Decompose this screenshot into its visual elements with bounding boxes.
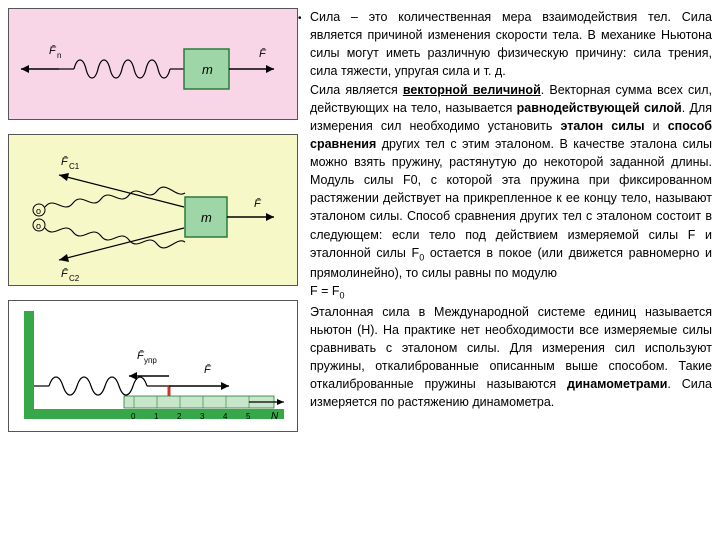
svg-text:1: 1 xyxy=(154,412,159,421)
equation-line: F = F0 xyxy=(310,282,712,303)
figure-spring-double: F̄ C1 o o F̄ C2 m xyxy=(8,134,298,286)
t-p2a: Сила является xyxy=(310,83,403,97)
paragraph-definition: Сила – это количественная мера взаимодей… xyxy=(310,8,712,81)
svg-text:C2: C2 xyxy=(69,274,80,283)
svg-text:n: n xyxy=(57,51,61,60)
svg-text:m: m xyxy=(202,62,213,77)
t-p2f: эталон силы xyxy=(560,119,644,133)
t-p2d: равнодействующей силой xyxy=(517,101,682,115)
svg-text:0: 0 xyxy=(131,412,136,421)
t-p2k: F = F xyxy=(310,284,340,298)
text-p1: Сила – это количественная мера взаимодей… xyxy=(310,10,712,78)
svg-text:C1: C1 xyxy=(69,162,80,171)
t-p2g: и xyxy=(645,119,668,133)
svg-text:o: o xyxy=(36,221,41,231)
svg-text:5: 5 xyxy=(246,412,251,421)
svg-text:2: 2 xyxy=(177,412,182,421)
svg-text:3: 3 xyxy=(200,412,205,421)
bullet-marker: • xyxy=(298,12,302,27)
figure-dynamometer: F̄ упр F̄ 0 1 2 3 4 5 xyxy=(8,300,298,432)
t-p2i: других тел с этим эталоном. В качестве э… xyxy=(310,137,712,260)
t-p3b: динамометрами xyxy=(567,377,667,391)
t-p2b: векторной величиной xyxy=(403,83,541,97)
svg-text:N: N xyxy=(271,411,279,422)
svg-text:m: m xyxy=(201,210,212,225)
paragraph-vector: Сила является векторной величиной. Векто… xyxy=(310,81,712,283)
svg-text:o: o xyxy=(36,206,41,216)
figure-spring-single: F̄ n m F̄ xyxy=(8,8,298,120)
svg-text:упр: упр xyxy=(144,356,157,365)
sub-zero-2: 0 xyxy=(340,291,345,301)
paragraph-newton: Эталонная сила в Международной системе е… xyxy=(310,303,712,412)
svg-text:4: 4 xyxy=(223,412,228,421)
